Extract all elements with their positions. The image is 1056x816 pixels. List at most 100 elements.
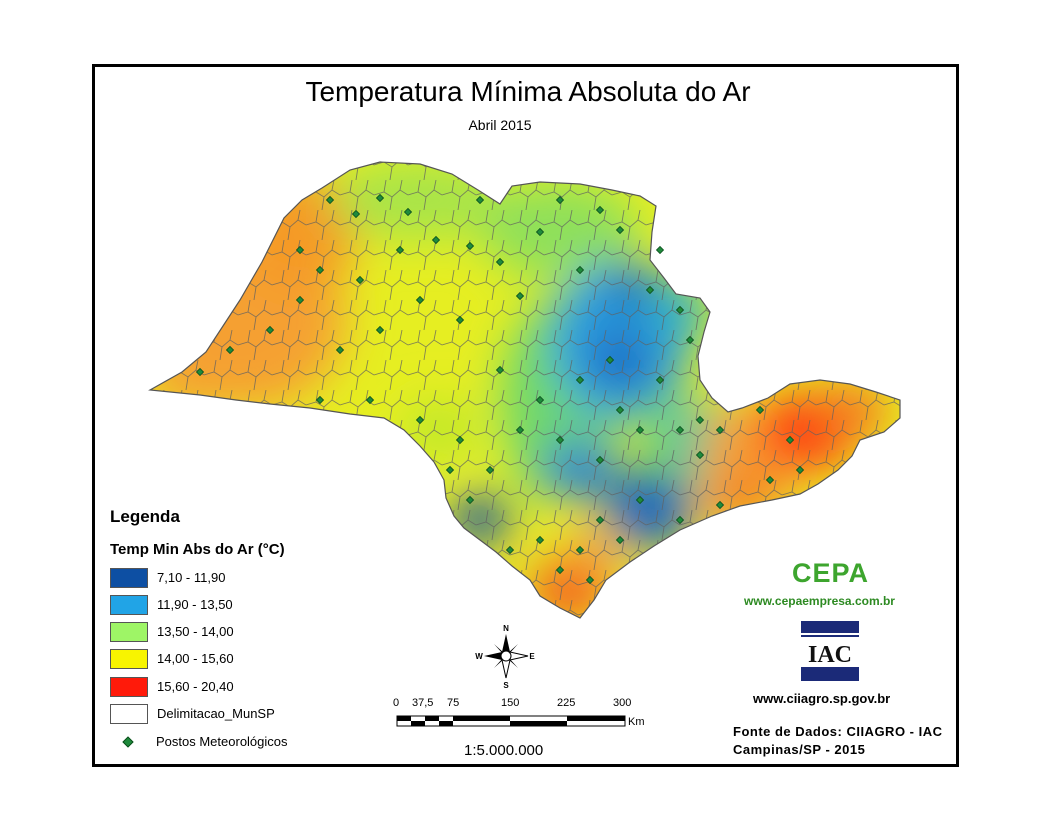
data-source-location: Campinas/SP - 2015 — [733, 742, 866, 757]
cepa-logo: CEPA — [792, 558, 870, 588]
map-title: Temperatura Mínima Absoluta do Ar — [305, 76, 751, 107]
scale-unit: Km — [628, 716, 645, 728]
legend-heading: Legenda — [110, 507, 180, 526]
station-marker — [515, 425, 525, 435]
station-marker — [355, 275, 365, 285]
scale-tick: 150 — [501, 697, 520, 709]
station-marker — [685, 335, 695, 345]
legend-label: 14,00 - 15,60 — [157, 651, 234, 666]
iac-logo: IAC — [801, 621, 859, 681]
station-marker — [465, 241, 475, 251]
station-marker — [335, 345, 345, 355]
station-marker — [645, 285, 655, 295]
station-marker — [675, 425, 685, 435]
station-marker — [715, 425, 725, 435]
station-marker — [265, 325, 275, 335]
station-marker — [455, 315, 465, 325]
map-subtitle: Abril 2015 — [468, 117, 532, 133]
station-marker — [445, 465, 455, 475]
north-arrow-icon: N S E W — [475, 624, 535, 690]
weather-stations — [195, 193, 805, 585]
station-marker — [535, 535, 545, 545]
station-marker — [325, 195, 335, 205]
station-marker — [695, 415, 705, 425]
data-source: Fonte de Dados: CIIAGRO - IAC — [733, 724, 943, 739]
station-marker — [415, 415, 425, 425]
scale-tick: 75 — [447, 697, 460, 709]
station-marker — [351, 209, 361, 219]
station-marker — [475, 195, 485, 205]
station-marker — [395, 245, 405, 255]
station-marker — [605, 355, 615, 365]
legend-swatch — [110, 595, 148, 615]
compass-w: W — [475, 652, 483, 661]
station-marker — [505, 545, 515, 555]
station-marker — [415, 295, 425, 305]
station-marker — [595, 515, 605, 525]
legend-label: 11,90 - 13,50 — [157, 597, 233, 612]
station-marker — [715, 500, 725, 510]
station-marker — [375, 325, 385, 335]
station-marker — [431, 235, 441, 245]
iac-logo-text: IAC — [808, 642, 852, 668]
station-marker — [455, 435, 465, 445]
station-marker — [585, 575, 595, 585]
station-marker — [655, 375, 665, 385]
station-marker — [195, 367, 205, 377]
iac-url: www.ciiagro.sp.gov.br — [753, 691, 891, 706]
station-marker — [295, 295, 305, 305]
legend-label: 13,50 - 14,00 — [157, 624, 234, 639]
station-marker — [675, 515, 685, 525]
station-marker — [635, 425, 645, 435]
legend-label: 15,60 - 20,40 — [157, 679, 234, 694]
legend-swatch — [110, 622, 148, 642]
station-marker — [515, 291, 525, 301]
legend-swatch — [110, 704, 148, 724]
compass-e: E — [529, 652, 535, 661]
legend-swatch — [110, 568, 148, 588]
station-marker — [315, 265, 325, 275]
station-marker — [635, 495, 645, 505]
station-marker — [535, 395, 545, 405]
station-marker — [615, 405, 625, 415]
scale-tick: 0 — [393, 697, 400, 709]
station-marker — [555, 195, 565, 205]
map-frame — [92, 64, 959, 767]
station-marker — [595, 455, 605, 465]
station-marker — [375, 193, 385, 203]
station-marker — [465, 495, 475, 505]
legend-swatch — [110, 677, 148, 697]
station-marker — [785, 435, 795, 445]
station-marker — [225, 345, 235, 355]
compass-s: S — [503, 681, 509, 690]
station-marker — [655, 245, 665, 255]
station-marker — [575, 545, 585, 555]
station-marker — [495, 257, 505, 267]
station-marker — [615, 225, 625, 235]
scale-bar — [396, 715, 626, 727]
station-marker — [765, 475, 775, 485]
station-marker — [695, 450, 705, 460]
station-marker — [365, 395, 375, 405]
scale-tick: 37,5 — [412, 697, 434, 709]
legend-stations-label: Postos Meteorológicos — [156, 734, 288, 749]
scale-tick: 225 — [557, 697, 576, 709]
station-marker — [755, 405, 765, 415]
station-marker — [795, 465, 805, 475]
scale-ratio: 1:5.000.000 — [464, 742, 544, 759]
legend-label: Delimitacao_MunSP — [157, 706, 275, 721]
station-marker — [595, 205, 605, 215]
station-marker — [495, 365, 505, 375]
station-marker — [295, 245, 305, 255]
legend-label: 7,10 - 11,90 — [157, 570, 226, 585]
station-marker — [315, 395, 325, 405]
station-marker — [575, 265, 585, 275]
cepa-url: www.cepaempresa.com.br — [744, 594, 895, 608]
station-marker — [575, 375, 585, 385]
station-marker — [615, 535, 625, 545]
station-marker — [485, 465, 495, 475]
station-marker — [555, 565, 565, 575]
legend-variable: Temp Min Abs do Ar (°C) — [110, 541, 285, 558]
scale-tick: 300 — [613, 697, 632, 709]
